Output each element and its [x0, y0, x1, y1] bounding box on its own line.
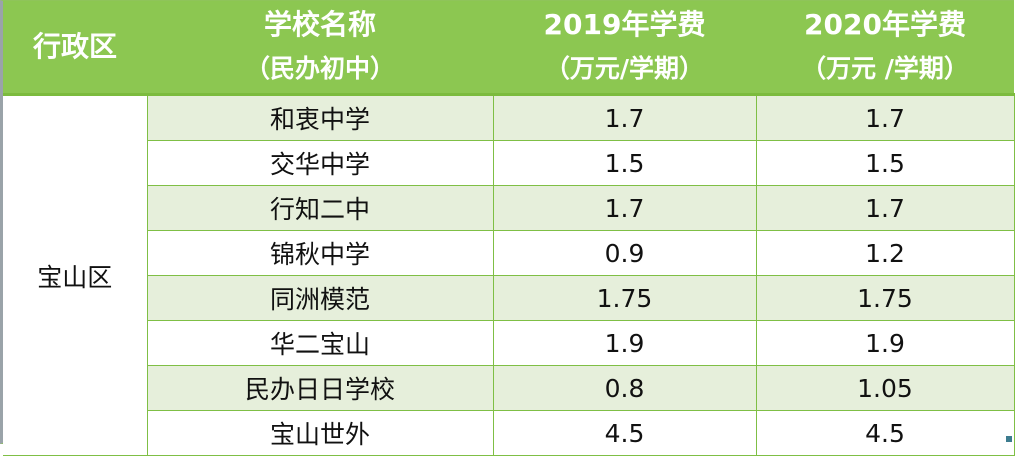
table-row: 锦秋中学 0.9 1.2 [3, 230, 1015, 276]
school-name-cell: 和衷中学 [146, 94, 494, 141]
table-row: 同洲模范 1.75 1.75 [3, 275, 1015, 321]
fee-2019-cell: 1.7 [492, 185, 757, 231]
header-school-name: 学校名称 （民办初中） [147, 1, 493, 96]
fee-2019-cell: 1.5 [492, 140, 757, 186]
fee-2019-cell: 0.9 [492, 230, 757, 276]
school-name-cell: 同洲模范 [146, 275, 494, 321]
district-cell: 宝山区 [3, 94, 148, 456]
tuition-table: 行政区 学校名称 （民办初中） 2019年学费 （万元/学期） 2020年学费 … [3, 1, 1015, 456]
school-name-cell: 民办日日学校 [146, 365, 494, 411]
school-name-cell: 行知二中 [146, 185, 494, 231]
header-district: 行政区 [3, 1, 147, 96]
fee-2020-cell: 1.5 [755, 140, 1015, 186]
header-fee-2019: 2019年学费 （万元/学期） [493, 1, 756, 96]
fee-2019-cell: 4.5 [492, 410, 757, 456]
school-name-cell: 交华中学 [146, 140, 494, 186]
school-name-cell: 宝山世外 [146, 410, 494, 456]
fee-2020-cell: 1.7 [755, 94, 1015, 141]
fee-2020-cell: 1.9 [755, 320, 1015, 366]
fee-2019-cell: 1.75 [492, 275, 757, 321]
fee-2020-cell: 1.75 [755, 275, 1015, 321]
fee-2019-cell: 1.7 [492, 94, 757, 141]
table-row: 华二宝山 1.9 1.9 [3, 320, 1015, 366]
fee-2020-cell: 1.7 [755, 185, 1015, 231]
school-name-cell: 锦秋中学 [146, 230, 494, 276]
resize-handle-icon [1006, 436, 1012, 442]
fee-2020-cell: 1.05 [755, 365, 1015, 411]
header-fee-2020: 2020年学费 （万元 /学期） [756, 1, 1014, 96]
school-name-cell: 华二宝山 [146, 320, 494, 366]
fee-2019-cell: 1.9 [492, 320, 757, 366]
table-row: 交华中学 1.5 1.5 [3, 140, 1015, 186]
table-row: 宝山区 和衷中学 1.7 1.7 [3, 94, 1015, 456]
fee-2019-cell: 0.8 [492, 365, 757, 411]
header-row: 行政区 学校名称 （民办初中） 2019年学费 （万元/学期） 2020年学费 … [3, 1, 1014, 96]
table-row: 行知二中 1.7 1.7 [3, 185, 1015, 231]
table-row: 宝山世外 4.5 4.5 [3, 410, 1015, 456]
fee-2020-cell: 4.5 [755, 410, 1015, 456]
table-row: 民办日日学校 0.8 1.05 [3, 365, 1015, 411]
fee-2020-cell: 1.2 [755, 230, 1015, 276]
